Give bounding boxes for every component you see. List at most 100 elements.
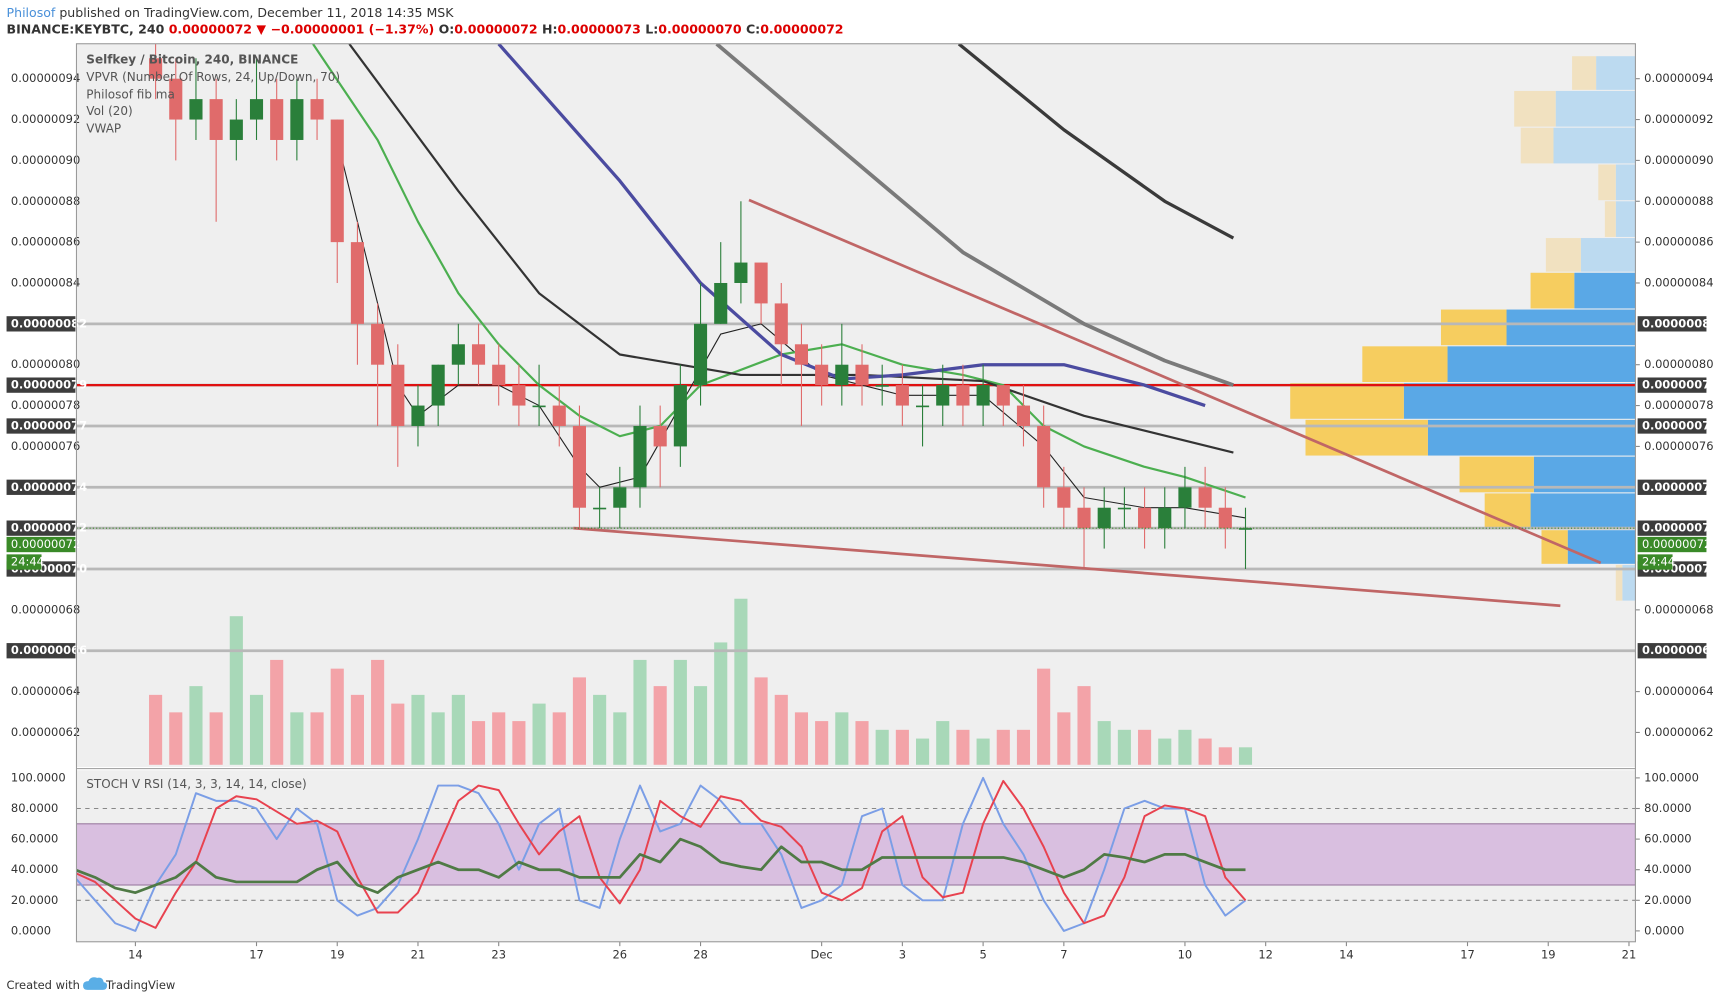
x-tick-label: 21 — [1622, 947, 1637, 961]
volume-bar — [633, 659, 647, 765]
volume-bar — [209, 712, 223, 765]
candle-body — [1198, 487, 1212, 508]
change: −0.00000001 (−1.37%) — [270, 21, 434, 36]
vpvr-up — [1567, 530, 1636, 564]
candle-body — [350, 242, 364, 324]
vpvr-up — [1596, 56, 1636, 90]
candle-body — [189, 99, 203, 120]
x-tick-label: 17 — [1460, 947, 1475, 961]
y-tick-label: 0.00000088 — [1644, 194, 1713, 208]
level-label: 0.00000082 — [1642, 316, 1713, 330]
vpvr-down — [1598, 164, 1616, 201]
level-box — [1637, 377, 1707, 393]
volume-bar — [1198, 738, 1212, 765]
volume-bar — [613, 712, 627, 765]
volume-bar — [189, 686, 203, 765]
candle-body — [330, 119, 344, 243]
candle-body — [229, 119, 243, 140]
level-label: 0.00000077 — [1642, 418, 1713, 432]
volume-bar — [471, 721, 486, 765]
legend-item: Philosof fib ma — [86, 88, 175, 102]
candle-body — [290, 99, 304, 140]
countdown-box — [6, 554, 42, 570]
level-box — [1637, 520, 1707, 536]
candle-body — [492, 364, 506, 386]
y-tick-label: 0.00000078 — [11, 398, 80, 412]
stoch-tick-label: 80.0000 — [11, 801, 58, 815]
vpvr-down — [1514, 90, 1556, 127]
x-tick-label: Dec — [811, 947, 833, 961]
y-tick-label: 0.00000064 — [1644, 684, 1713, 698]
volume-bar — [229, 616, 243, 765]
volume-bar — [371, 659, 385, 765]
candle-body — [512, 385, 526, 406]
stoch-plot — [76, 776, 1636, 932]
level-box — [1637, 643, 1707, 659]
ma-line — [957, 43, 1235, 240]
y-tick-label: 0.00000068 — [1644, 602, 1713, 616]
vpvr-up — [1622, 564, 1636, 601]
level-label: 0.00000072 — [11, 521, 87, 535]
y-tick-label: 0.00000084 — [11, 275, 80, 289]
author[interactable]: Philosof — [7, 5, 56, 20]
level-label: 0.00000066 — [1642, 643, 1713, 657]
volume-bar — [330, 668, 344, 765]
ohlc-key: C: — [746, 21, 760, 36]
ohlc-key: H: — [542, 21, 558, 36]
stoch-tick-label: 100.0000 — [1644, 770, 1699, 784]
volume-bar — [895, 729, 909, 765]
last-price-label: 0.00000072 — [11, 537, 80, 551]
candle-body — [391, 364, 405, 426]
volume-bar — [532, 703, 546, 765]
y-tick-label: 0.00000092 — [11, 112, 80, 126]
stoch-tick-label: 100.0000 — [11, 770, 66, 784]
vpvr-up — [1530, 493, 1636, 530]
x-tick-label: 17 — [249, 947, 264, 961]
symbol: BINANCE:KEYBTC, 240 — [7, 21, 165, 36]
volume-bar — [976, 738, 990, 765]
footer-brand[interactable]: TradingView — [105, 978, 175, 992]
vpvr-up — [1615, 164, 1636, 201]
candle-body — [1117, 507, 1131, 510]
volume-bar — [754, 677, 768, 765]
candle-body — [875, 385, 889, 387]
candle-body — [996, 385, 1010, 406]
candle-body — [815, 364, 829, 386]
arrow: ▼ — [256, 21, 266, 36]
vpvr-down — [1440, 309, 1507, 346]
ohlc-value: 0.00000072 — [454, 21, 537, 36]
candle-body — [532, 405, 546, 408]
volume-bar — [1057, 712, 1071, 765]
volume-bar — [936, 721, 950, 765]
candle-body — [411, 405, 425, 426]
volume-bar — [1218, 747, 1232, 765]
y-tick-label: 0.00000080 — [1644, 357, 1713, 371]
vpvr-down — [1530, 272, 1575, 309]
level-label: 0.00000082 — [11, 316, 87, 330]
volume-bar — [512, 721, 526, 765]
stoch-tick-label: 40.0000 — [1644, 862, 1691, 876]
volume-bar — [1097, 721, 1111, 765]
volume-bar — [714, 642, 728, 765]
level-box — [1637, 418, 1707, 434]
volume-bar — [572, 677, 586, 765]
candle-body — [1097, 507, 1111, 529]
vpvr-down — [1545, 238, 1581, 272]
candle-body — [734, 262, 748, 283]
candle-body — [169, 78, 183, 120]
last-price-box — [6, 536, 76, 553]
y-tick-label: 0.00000086 — [1644, 235, 1713, 249]
candle-body — [794, 344, 809, 365]
y-tick-label: 0.00000062 — [11, 725, 80, 739]
volume-bar — [835, 712, 849, 765]
candle-body — [693, 323, 708, 386]
y-tick-label: 0.00000094 — [1644, 71, 1713, 85]
volume-bar — [310, 712, 324, 765]
stoch-tick-label: 0.0000 — [1644, 923, 1684, 937]
candle-body — [572, 425, 586, 508]
volume-bar — [1117, 729, 1131, 765]
volume-bar — [451, 694, 465, 765]
stoch-tick-label: 0.0000 — [11, 923, 51, 937]
ohlc-key: L: — [645, 21, 658, 36]
